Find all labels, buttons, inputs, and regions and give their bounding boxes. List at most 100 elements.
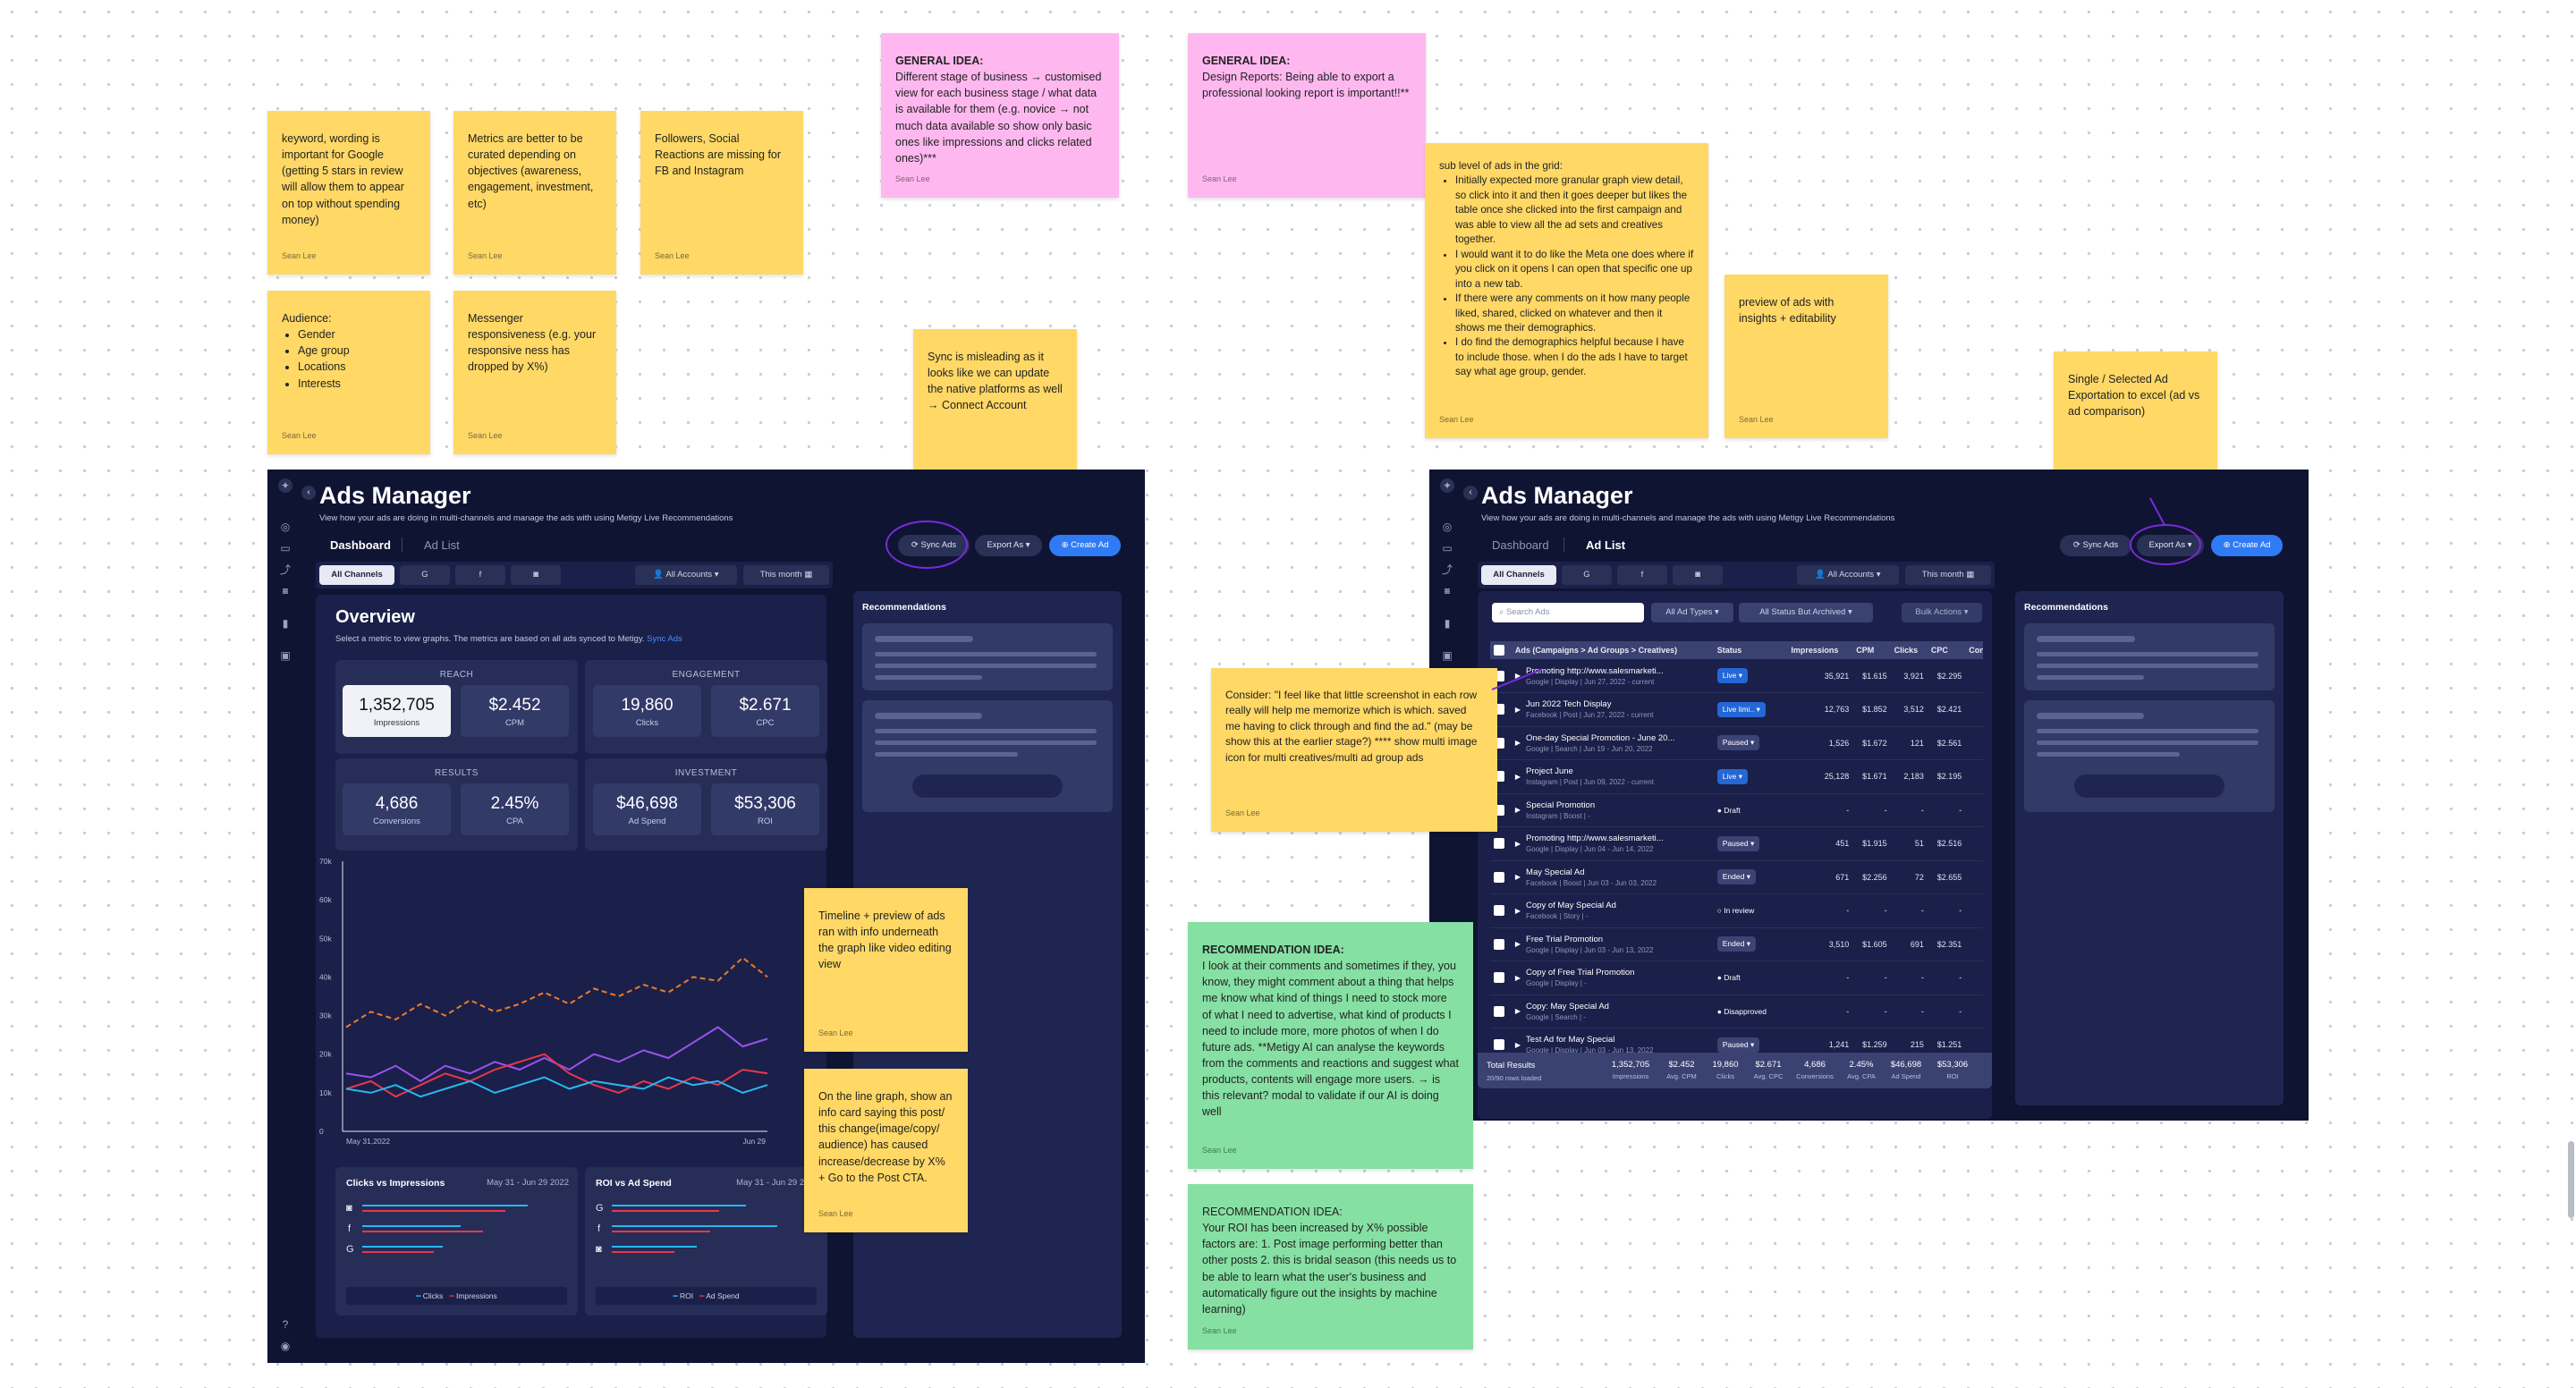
table-row[interactable]: ▶ Jun 2022 Tech Display Facebook | Post | … [1490,692,1983,727]
row-checkbox[interactable] [1490,860,1512,894]
google-filter[interactable]: G [400,565,450,585]
metric-cpm[interactable]: $2.452 CPM [461,685,569,737]
profile-icon[interactable]: ◉ [280,1340,291,1352]
column-header[interactable]: Ads (Campaigns > Ad Groups > Creatives) [1511,641,1714,659]
metric-ad-spend[interactable]: $46,698 Ad Spend [593,783,701,835]
status-cell[interactable]: ● Draft [1713,793,1788,827]
back-button[interactable]: ‹ [301,486,316,500]
facebook-filter[interactable]: f [1617,565,1667,585]
sticky-note[interactable]: sub level of ads in the grid: Initially … [1425,143,1708,438]
all-channels-filter[interactable]: All Channels [1481,565,1556,585]
status-badge[interactable]: Live ▾ [1716,668,1748,683]
expand-icon[interactable]: ▶ [1514,806,1521,815]
ad-cell[interactable]: ▶ Free Trial Promotion Google | Display | … [1511,927,1714,961]
help-icon[interactable]: ? [282,1318,289,1331]
ad-cell[interactable]: ▶ Copy of May Special Ad Facebook | Story … [1511,893,1714,928]
table-row[interactable]: ▶ Promoting http://www.salesmarketi... Goo… [1490,659,1983,693]
table-row[interactable]: ▶ One-day Special Promotion - June 20... G… [1490,726,1983,760]
sticky-note[interactable]: preview of ads with insights + editabili… [1724,275,1888,438]
column-header[interactable]: Conversion [1965,641,1983,659]
chart-icon[interactable]: ▮ [1444,617,1451,630]
row-checkbox[interactable] [1490,961,1512,995]
sync-ads-link[interactable]: Sync Ads [647,634,682,644]
recommendation-card[interactable] [862,700,1113,812]
sticky-note[interactable]: Consider: "I feel like that little scree… [1211,668,1497,832]
column-header[interactable]: CPC [1927,641,1966,659]
status-badge[interactable]: ● Draft [1717,803,1746,817]
all-accounts-dropdown[interactable]: 👤 All Accounts ▾ [1797,565,1899,585]
expand-icon[interactable]: ▶ [1514,1007,1521,1016]
ad-cell[interactable]: ▶ Copy: May Special Ad Google | Search | - [1511,994,1714,1028]
expand-icon[interactable]: ▶ [1514,973,1521,982]
expand-icon[interactable]: ▶ [1514,839,1521,848]
row-checkbox[interactable] [1490,826,1512,861]
expand-icon[interactable]: ▶ [1514,671,1521,680]
scrollbar-thumb[interactable] [2568,1141,2574,1218]
expand-icon[interactable]: ▶ [1514,940,1521,949]
sticky-note[interactable]: Sync is misleading as it looks like we c… [913,329,1077,493]
calendar-icon[interactable]: ▭ [280,542,291,554]
table-row[interactable]: ▶ Copy of Free Trial Promotion Google | Di… [1490,961,1983,995]
status-badge[interactable]: Paused ▾ [1716,835,1760,851]
bulk-actions-dropdown[interactable]: Bulk Actions ▾ [1902,603,1982,622]
column-header[interactable]: Status [1713,641,1788,659]
instagram-filter[interactable]: ◙ [1673,565,1723,585]
ads-icon[interactable]: ≡ [1444,585,1451,597]
status-badge[interactable]: Live ▾ [1716,768,1748,784]
sticky-note[interactable]: RECOMMENDATION IDEA: Your ROI has been i… [1188,1184,1473,1350]
table-row[interactable]: ▶ Special Promotion Instagram | Boost | - ●… [1490,793,1983,827]
tab-dashboard[interactable]: Dashboard [330,538,391,552]
sticky-note[interactable]: On the line graph, show an info card say… [804,1069,968,1232]
line-chart[interactable]: 70k 60k 50k 40k 30k 20k 10k 0 May 31,2022 Jun 29 [316,854,781,1158]
facebook-filter[interactable]: f [455,565,505,585]
expand-icon[interactable]: ▶ [1514,873,1521,882]
metric-impressions[interactable]: 1,352,705 Impressions [343,685,451,737]
metric-roi[interactable]: $53,306 ROI [711,783,819,835]
expand-icon[interactable]: ▶ [1514,1040,1521,1049]
tab-ad-list[interactable]: Ad List [424,538,460,552]
date-range-picker[interactable]: This month ▦ [743,565,829,585]
back-button[interactable]: ‹ [1463,486,1478,500]
export-as-button[interactable]: Export As ▾ [975,535,1042,556]
table-row[interactable]: ▶ Copy of May Special Ad Facebook | Story … [1490,893,1983,928]
sticky-note[interactable]: Metrics are better to be curated dependi… [453,111,616,275]
status-cell[interactable]: Live ▾ [1713,759,1788,794]
series-line[interactable] [345,1076,768,1098]
sticky-note[interactable]: Messenger responsiveness (e.g. your resp… [453,291,616,454]
metric-conversions[interactable]: 4,686 Conversions [343,783,451,835]
status-cell[interactable]: Live ▾ [1713,659,1788,693]
status-badge[interactable]: ● Disapproved [1717,1004,1772,1019]
all-channels-filter[interactable]: All Channels [319,565,394,585]
recommendation-card[interactable] [2024,700,2275,812]
chart-icon[interactable]: ▮ [282,617,289,630]
search-input[interactable]: ⌕ Search Ads [1492,603,1644,622]
recommendation-card[interactable] [2024,623,2275,690]
google-filter[interactable]: G [1562,565,1612,585]
sticky-note[interactable]: GENERAL IDEA: Different stage of busines… [881,33,1119,198]
select-all-checkbox[interactable] [1490,641,1512,659]
status-cell[interactable]: Ended ▾ [1713,927,1788,961]
ad-cell[interactable]: ▶ One-day Special Promotion - June 20... G… [1511,726,1714,760]
status-cell[interactable]: ● Disapproved [1713,994,1788,1028]
status-badge[interactable]: ○ In review [1717,903,1760,918]
table-row[interactable]: ▶ Project June Instagram | Post | Jun 09, … [1490,759,1983,794]
column-header[interactable]: Impressions [1787,641,1853,659]
ad-cell[interactable]: ▶ Project June Instagram | Post | Jun 09, … [1511,759,1714,794]
home-icon[interactable]: ◎ [1442,520,1453,533]
expand-icon[interactable]: ▶ [1514,705,1521,714]
analytics-icon[interactable]: ⤴ [279,563,291,576]
expand-icon[interactable]: ▶ [1514,739,1521,748]
series-line[interactable] [345,1026,768,1083]
ad-cell[interactable]: ▶ Copy of Free Trial Promotion Google | Di… [1511,961,1714,995]
tab-ad-list[interactable]: Ad List [1586,538,1626,552]
ad-types-dropdown[interactable]: All Ad Types ▾ [1651,603,1733,622]
status-badge[interactable]: ● Draft [1717,970,1746,985]
sticky-note[interactable]: Followers, Social Reactions are missing … [640,111,803,275]
table-row[interactable]: ▶ Copy: May Special Ad Google | Search | -… [1490,994,1983,1028]
ad-cell[interactable]: ▶ Promoting http://www.salesmarketi... Goo… [1511,659,1714,693]
ads-icon[interactable]: ≡ [282,585,289,597]
ad-cell[interactable]: ▶ May Special Ad Facebook | Boost | Jun 03… [1511,860,1714,894]
series-line[interactable] [345,1053,768,1098]
status-dropdown[interactable]: All Status But Archived ▾ [1739,603,1873,622]
status-cell[interactable]: ● Draft [1713,961,1788,995]
